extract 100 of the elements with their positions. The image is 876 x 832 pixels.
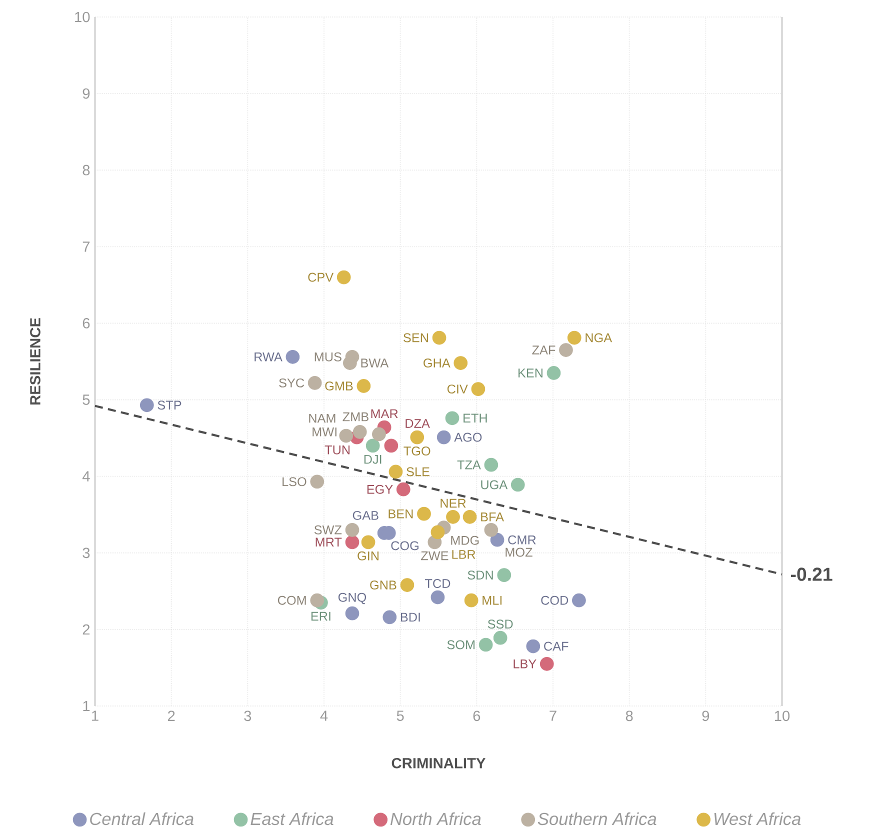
data-label: NER (440, 498, 466, 508)
point (526, 639, 540, 654)
x-tick-label: 9 (702, 710, 710, 721)
data-label: AGO (454, 432, 482, 442)
y-tick-label: 1 (83, 700, 90, 711)
data-label: ERI (311, 612, 330, 620)
data-label: MLI (482, 596, 502, 605)
data-label: GIN (358, 551, 378, 560)
data-label: BFA (481, 512, 504, 522)
data-label: SLE (406, 467, 430, 476)
y-tick-label: 9 (82, 88, 90, 99)
y-tick-label: 8 (82, 164, 90, 176)
y-axis-title: RESILIENCE (30, 318, 40, 404)
x-tick-label: 2 (168, 710, 175, 721)
data-label: SOM (447, 640, 475, 650)
data-label: GMB (325, 381, 353, 390)
point (559, 342, 573, 357)
point (372, 427, 386, 442)
data-label: UGA (481, 480, 508, 490)
point (352, 424, 367, 439)
data-label: GAB (352, 510, 378, 520)
point (140, 398, 154, 412)
point (410, 430, 424, 444)
point (478, 638, 493, 652)
x-tick-label: 5 (396, 710, 404, 721)
point (310, 474, 324, 488)
data-label: MRT (316, 538, 342, 546)
point (430, 525, 445, 540)
point (462, 510, 477, 524)
data-label: ETH (464, 414, 487, 422)
data-label: COD (541, 596, 568, 605)
point (345, 535, 360, 549)
data-label: MUS (314, 352, 342, 362)
point (432, 330, 446, 345)
data-label: CMR (508, 535, 536, 544)
point (356, 378, 371, 393)
data-label: TZA (457, 460, 481, 470)
x-tick-label: 8 (626, 710, 633, 721)
data-label: ZAF (532, 346, 556, 354)
point (382, 610, 397, 624)
y-tick-label: 7 (82, 241, 90, 252)
point (286, 350, 300, 364)
point (464, 593, 478, 608)
data-label: GNQ (338, 592, 366, 604)
point (510, 478, 525, 492)
y-tick-label: 5 (82, 394, 90, 405)
data-label: DJI (364, 454, 382, 464)
x-tick-label: 1 (92, 710, 98, 721)
x-tick-label: 10 (774, 710, 790, 721)
data-label: TCD (425, 578, 450, 588)
data-label: CAF (544, 642, 568, 651)
data-label: TGO (404, 446, 430, 456)
data-label: MAR (371, 409, 398, 418)
point (339, 428, 354, 443)
legend-label: North Africa (390, 812, 481, 825)
y-tick-label: 3 (82, 548, 90, 558)
data-label: BEN (388, 509, 413, 518)
point (345, 606, 360, 620)
data-label: CPV (308, 272, 334, 282)
data-label: TUN (324, 445, 350, 454)
data-label: GHA (424, 358, 450, 368)
point (310, 593, 324, 608)
point (484, 458, 498, 472)
data-label: RWA (254, 352, 282, 362)
point (493, 630, 508, 645)
point (445, 411, 460, 425)
data-label: DZA (406, 418, 430, 428)
data-label: SDN (468, 570, 493, 580)
data-label: EGY (367, 484, 393, 494)
data-label: KEN (518, 368, 542, 378)
point (336, 270, 351, 284)
y-tick-label: 10 (75, 12, 90, 22)
point (540, 656, 554, 671)
data-label: MWI (312, 427, 336, 436)
point (454, 356, 468, 370)
data-label: LBR (452, 550, 476, 559)
annotation: -0.21 (791, 568, 832, 581)
legend-label: Central Africa (90, 812, 194, 825)
y-tick-label: 4 (82, 471, 90, 482)
data-label: SWZ (314, 525, 342, 534)
data-label: SSD (488, 619, 513, 628)
data-label: COG (391, 541, 418, 550)
point (497, 568, 512, 582)
x-tick-label: 4 (320, 710, 328, 721)
legend-label: East Africa (250, 812, 334, 825)
data-label: SEN (404, 333, 428, 342)
point (572, 593, 586, 608)
point (436, 430, 451, 444)
point (361, 535, 376, 549)
data-label: NGA (586, 333, 612, 342)
data-label: MDG (451, 536, 479, 545)
point (396, 482, 410, 496)
data-label: CIV (447, 384, 468, 394)
x-tick-label: 6 (473, 710, 480, 721)
point (417, 506, 431, 521)
point (400, 578, 414, 592)
legend-label: West Africa (714, 812, 801, 825)
point (343, 356, 357, 370)
point (345, 522, 360, 537)
x-tick-label: 7 (550, 710, 556, 721)
